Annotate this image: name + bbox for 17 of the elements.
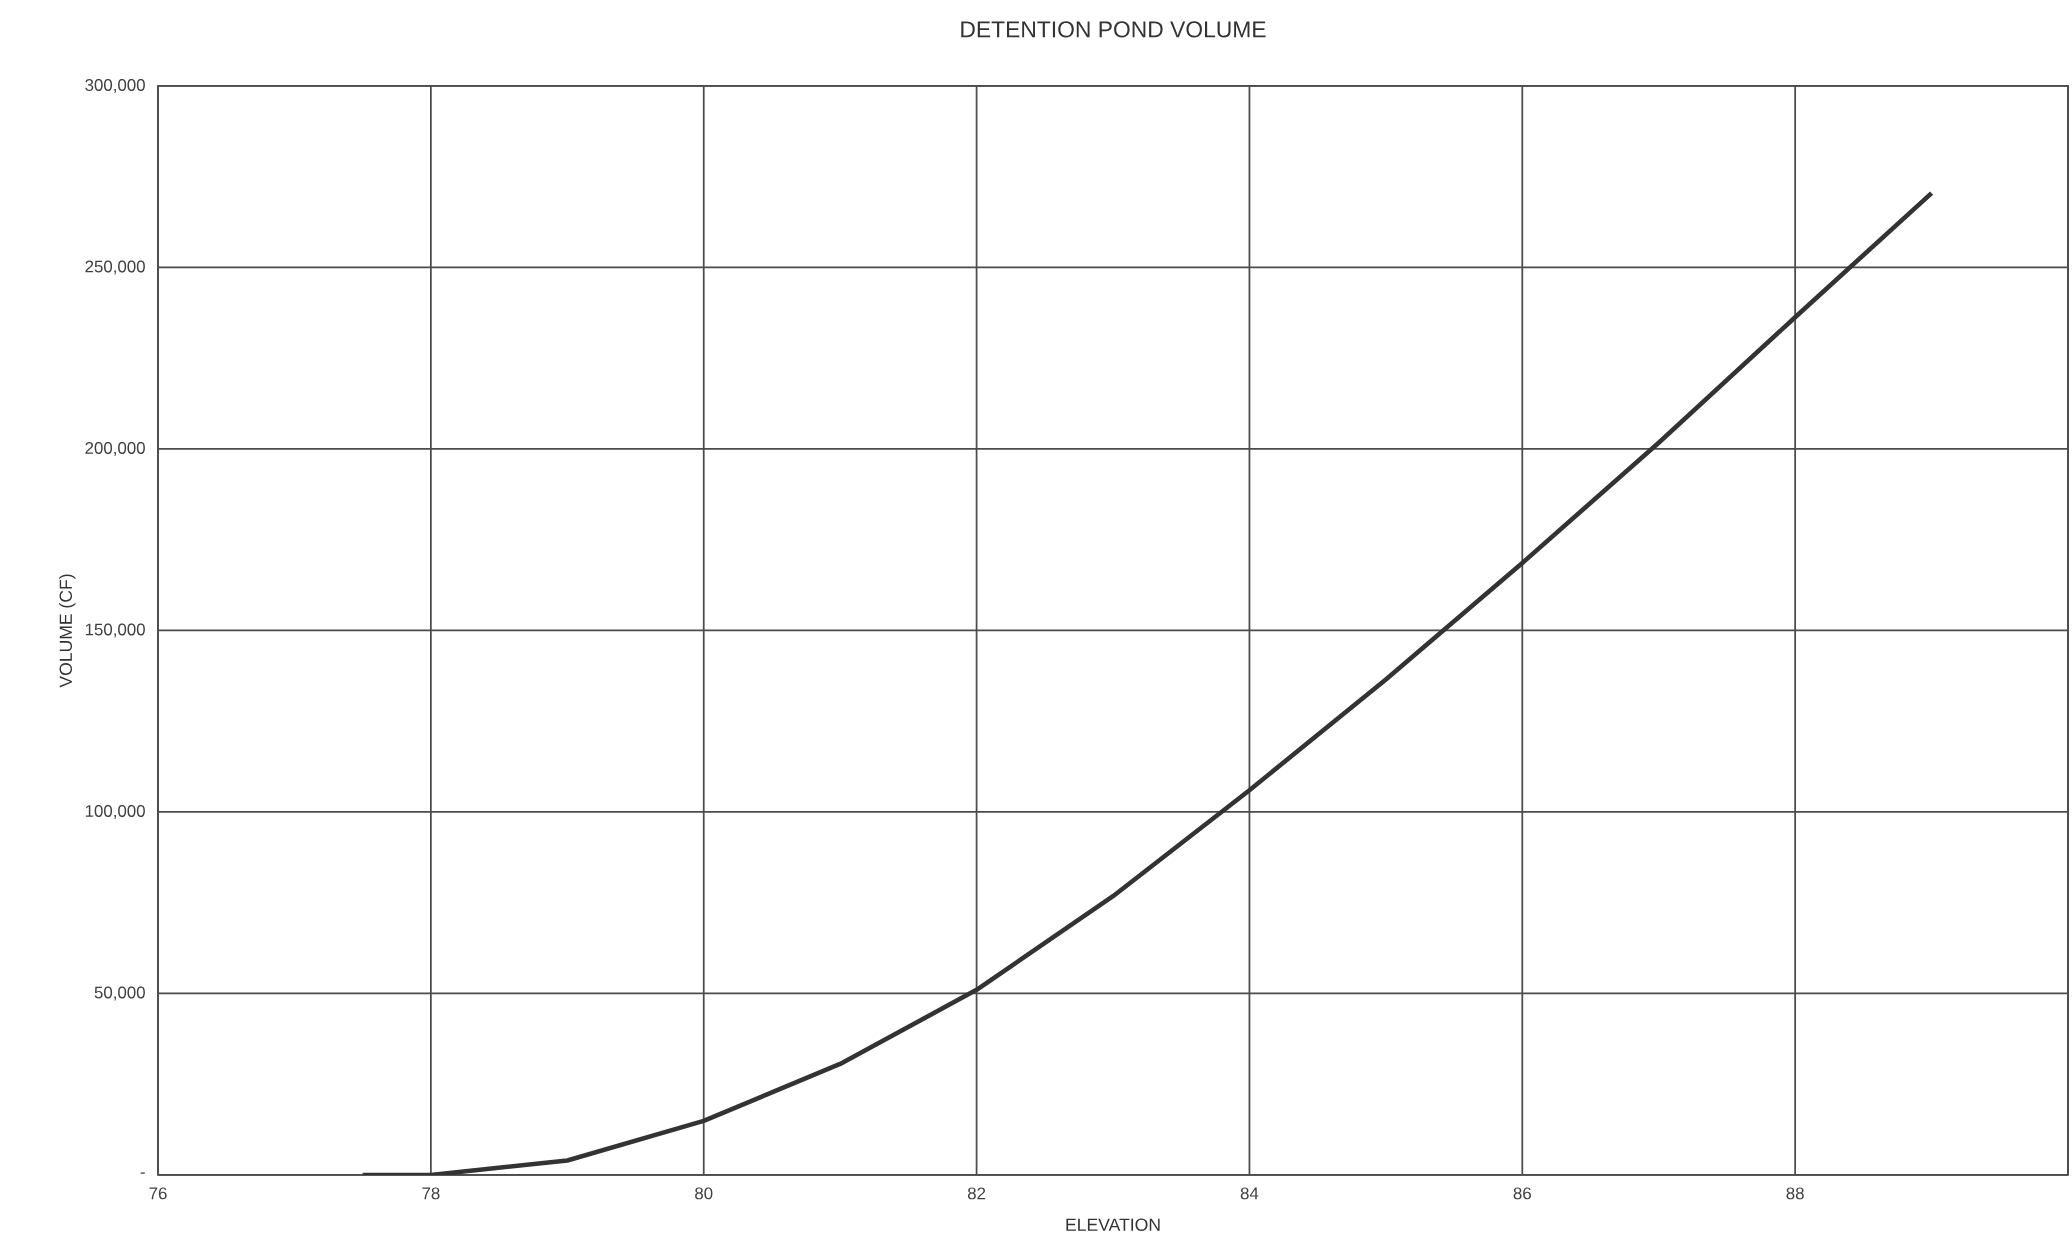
x-tick-label: 84 [1240, 1187, 1259, 1200]
y-tick-label: 50,000 [94, 986, 145, 1001]
y-tick-label: 300,000 [85, 79, 145, 93]
x-tick-label: 86 [1513, 1187, 1531, 1200]
y-tick-label: 250,000 [85, 260, 145, 275]
x-tick-label: 78 [422, 1187, 440, 1200]
x-tick-label: 82 [967, 1187, 986, 1200]
y-tick-label: 150,000 [85, 623, 145, 638]
x-tick-label: 80 [695, 1187, 713, 1200]
y-tick-label: - [140, 1172, 145, 1174]
y-tick-label: 100,000 [85, 805, 145, 819]
y-tick-label: 200,000 [85, 442, 145, 456]
y-axis-title: VOLUME (CF) [59, 574, 76, 688]
x-axis-title: ELEVATION [1066, 1218, 1160, 1231]
x-tick-label: 88 [1786, 1187, 1804, 1200]
chart-title: DETENTION POND VOLUME [961, 21, 1266, 38]
x-tick-label: 76 [149, 1187, 167, 1200]
